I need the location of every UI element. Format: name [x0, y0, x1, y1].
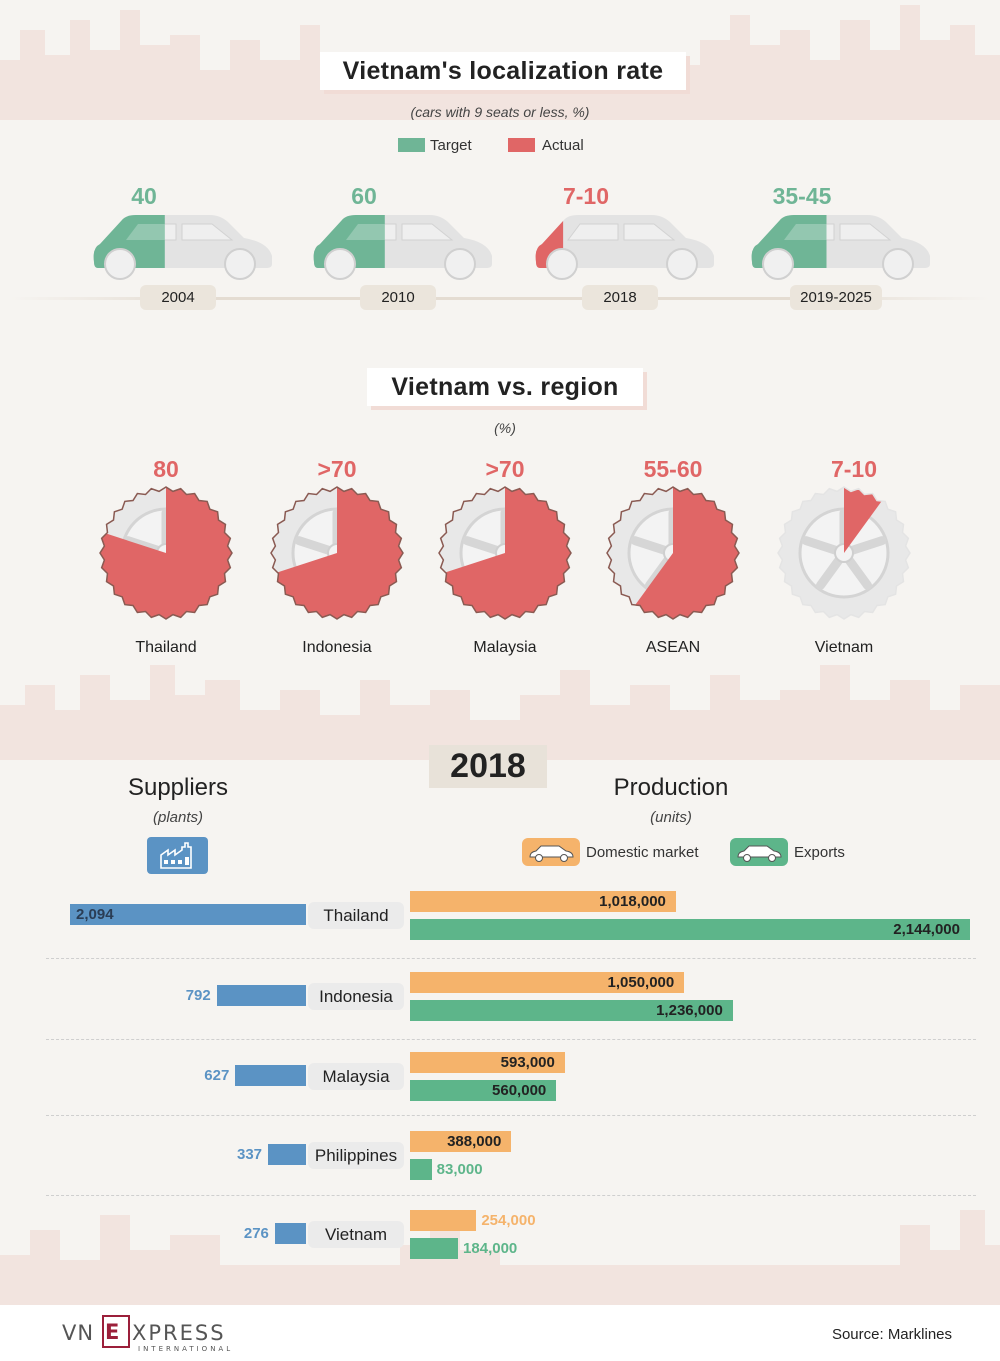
supplier-bar-0: [70, 904, 306, 925]
car-year-3: 2019-2025: [790, 285, 882, 310]
exports-value-2: 560,000: [492, 1082, 547, 1099]
row-divider-2: [46, 1115, 976, 1116]
production-title: Production: [613, 774, 729, 801]
domestic-value-1: 1,050,000: [607, 974, 675, 991]
exports-bar-4: [410, 1238, 459, 1259]
car-graphic-2: [535, 215, 714, 280]
supplier-bar-3: [268, 1144, 306, 1165]
supplier-value-4: 276: [243, 1225, 269, 1242]
exports-bar-1: [410, 1000, 733, 1021]
region-country-3: ASEAN: [645, 639, 701, 656]
region-value-2: >70: [485, 456, 525, 482]
domestic-value-2: 593,000: [500, 1054, 555, 1071]
supplier-value-3: 337: [236, 1146, 263, 1163]
region-value-0: 80: [153, 456, 179, 482]
exports-value-4: 184,000: [463, 1240, 518, 1257]
logo-e-box: [102, 1315, 130, 1348]
country-label-4: Vietnam: [308, 1221, 404, 1248]
car-value-3: 35-45: [772, 183, 832, 209]
suppliers-unit: (plants): [152, 809, 204, 826]
country-label-3: Philippines: [308, 1142, 404, 1169]
logo-e: E: [105, 1320, 120, 1344]
domestic-value-0: 1,018,000: [599, 893, 666, 910]
domestic-value-4: 254,000: [481, 1212, 536, 1229]
domestic-bar-1: [410, 972, 685, 993]
legend-exports-label: Exports: [794, 844, 845, 861]
supplier-bar-1: [216, 985, 306, 1006]
domestic-value-3: 388,000: [447, 1133, 502, 1150]
region-value-3: 55-60: [643, 456, 703, 482]
suppliers-title: Suppliers: [127, 774, 229, 801]
factory-icon: [147, 837, 208, 874]
localization-subtitle: (cars with 9 seats or less, %): [410, 104, 590, 120]
region-value-4: 7-10: [830, 456, 878, 482]
legend-target-swatch: [398, 138, 425, 152]
tyre-graphic-1: [270, 486, 404, 620]
row-divider-3: [46, 1195, 976, 1196]
car-graphic-1: [313, 215, 492, 280]
car-value-1: 60: [351, 183, 377, 209]
country-label-1: Indonesia: [308, 983, 404, 1010]
car-value-2: 7-10: [562, 183, 610, 209]
region-country-2: Malaysia: [473, 639, 537, 656]
car-value-0: 40: [131, 183, 157, 209]
domestic-bar-2: [410, 1052, 565, 1073]
supplier-value-0: 2,094: [76, 906, 114, 923]
region-value-1: >70: [317, 456, 357, 482]
car-year-1: 2010: [360, 285, 436, 310]
production-unit: (units): [650, 809, 692, 826]
exports-value-0: 2,144,000: [893, 921, 960, 938]
region-country-1: Indonesia: [302, 639, 372, 656]
skyline-top: [0, 5, 1000, 120]
tyre-graphic-0: [99, 486, 233, 620]
tyre-graphic-2: [438, 486, 572, 620]
supplier-bar-2: [235, 1065, 306, 1086]
legend-actual-label: Actual: [542, 137, 584, 154]
legend-actual-swatch: [508, 138, 535, 152]
exports-bar-0: [410, 919, 970, 940]
region-country-4: Vietnam: [814, 639, 874, 656]
skyline-bottom: [0, 1210, 1000, 1305]
skyline-middle: [0, 665, 1000, 760]
source-note: Source: Marklines: [831, 1326, 952, 1343]
region-subtitle: (%): [494, 420, 516, 436]
localization-title: Vietnam's localization rate: [320, 52, 686, 90]
car-year-2: 2018: [582, 285, 658, 310]
exports-value-1: 1,236,000: [656, 1002, 723, 1019]
logo-vn: VN: [62, 1321, 95, 1345]
legend-target-label: Target: [430, 137, 472, 154]
exports-bar-3: [410, 1159, 432, 1180]
car-graphic-3: [751, 215, 930, 280]
country-label-2: Malaysia: [308, 1063, 404, 1090]
country-label-0: Thailand: [308, 902, 404, 929]
logo-xpress: XPRESS: [132, 1321, 226, 1345]
domestic-bar-4: [410, 1210, 477, 1231]
exports-car-icon: [730, 838, 788, 866]
car-year-0: 2004: [140, 285, 216, 310]
exports-bar-2: [410, 1080, 557, 1101]
vnexpress-logo: VN E XPRESS INTERNATIONAL: [62, 1315, 262, 1355]
footer: [0, 1305, 1000, 1361]
region-country-0: Thailand: [135, 639, 197, 656]
domestic-bar-0: [410, 891, 676, 912]
domestic-bar-3: [410, 1131, 512, 1152]
car-graphic-0: [93, 215, 272, 280]
logo-international: INTERNATIONAL: [138, 1345, 234, 1353]
supplier-bar-4: [274, 1223, 306, 1244]
domestic-car-icon: [522, 838, 580, 866]
exports-value-3: 83,000: [436, 1161, 483, 1178]
region-title: Vietnam vs. region: [367, 368, 643, 406]
tyre-graphic-3: [606, 486, 740, 620]
tyre-graphic-4: [777, 486, 911, 620]
row-divider-1: [46, 1039, 976, 1040]
comparison-year: 2018: [429, 745, 547, 788]
supplier-value-2: 627: [204, 1067, 230, 1084]
legend-domestic-label: Domestic market: [586, 844, 699, 861]
car-ground-line: [10, 297, 990, 300]
supplier-value-1: 792: [185, 987, 211, 1004]
row-divider-0: [46, 958, 976, 959]
